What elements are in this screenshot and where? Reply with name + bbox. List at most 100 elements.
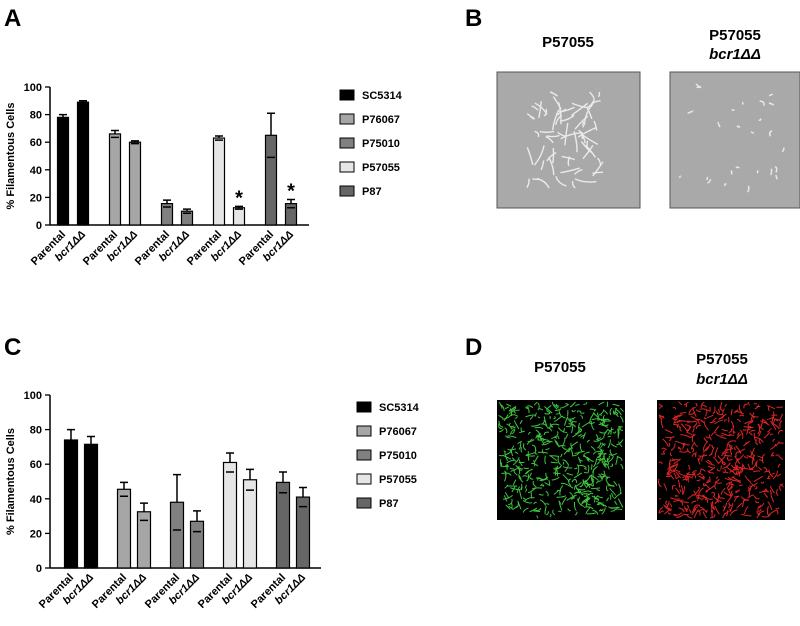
texture-stroke <box>679 412 687 414</box>
texture-stroke <box>579 499 589 506</box>
texture-stroke <box>525 488 528 493</box>
texture-stroke <box>690 415 699 421</box>
texture-stroke <box>550 461 558 464</box>
texture-stroke <box>703 416 708 420</box>
texture-stroke <box>503 495 508 502</box>
texture-stroke <box>686 504 689 511</box>
error-bar <box>173 473 181 531</box>
texture-stroke <box>616 439 624 446</box>
texture-stroke <box>706 176 709 181</box>
texture-stroke <box>592 171 604 174</box>
y-axis-label: % Filamentous Cells <box>5 103 17 210</box>
texture-stroke <box>596 157 602 166</box>
texture-stroke <box>543 431 550 436</box>
texture-stroke <box>563 447 571 455</box>
texture-stroke <box>735 489 740 492</box>
texture-stroke <box>499 404 505 411</box>
image-texture <box>498 83 785 519</box>
panel-label: D <box>465 334 482 361</box>
texture-stroke <box>770 168 773 176</box>
texture-stroke <box>549 91 558 97</box>
texture-stroke <box>740 467 744 473</box>
texture-stroke <box>750 482 756 488</box>
texture-stroke <box>580 411 585 414</box>
texture-stroke <box>540 476 549 481</box>
texture-stroke <box>499 458 502 468</box>
legend-label: P76067 <box>379 426 417 438</box>
texture-stroke <box>578 427 582 431</box>
texture-stroke <box>707 459 713 465</box>
texture-stroke <box>728 502 732 506</box>
texture-stroke <box>734 410 745 415</box>
texture-stroke <box>691 453 695 457</box>
texture-stroke <box>552 147 555 164</box>
texture-stroke <box>714 505 720 515</box>
texture-stroke <box>711 501 716 510</box>
texture-stroke <box>539 499 547 506</box>
texture-stroke <box>684 401 689 406</box>
significance-mark: * <box>287 180 295 202</box>
texture-stroke <box>526 438 533 445</box>
texture-stroke <box>582 454 589 462</box>
texture-stroke <box>546 134 560 138</box>
error-bar <box>183 208 191 215</box>
texture-stroke <box>702 440 709 451</box>
texture-stroke <box>561 445 567 450</box>
texture-stroke <box>750 450 756 457</box>
texture-stroke <box>767 427 772 433</box>
texture-stroke <box>673 458 681 465</box>
texture-stroke <box>671 484 674 490</box>
texture-stroke <box>573 501 577 511</box>
texture-stroke <box>677 479 681 488</box>
texture-stroke <box>573 472 583 479</box>
texture-stroke <box>682 442 686 447</box>
texture-stroke <box>554 415 562 423</box>
legend-label: P57055 <box>362 162 400 174</box>
bar <box>275 481 291 569</box>
legend-label: P75010 <box>379 450 417 462</box>
texture-stroke <box>738 448 746 454</box>
texture-stroke <box>739 414 745 417</box>
texture-stroke <box>777 463 781 468</box>
texture-stroke <box>526 113 534 120</box>
texture-stroke <box>675 471 682 479</box>
error-bar <box>215 135 223 141</box>
texture-stroke <box>728 508 732 512</box>
texture-stroke <box>772 470 779 480</box>
texture-stroke <box>603 418 610 422</box>
legend-swatch <box>339 161 355 173</box>
error-bar <box>246 468 254 491</box>
texture-stroke <box>504 406 510 410</box>
texture-stroke <box>573 451 580 457</box>
texture-stroke <box>609 407 613 416</box>
texture-stroke <box>574 169 583 175</box>
texture-stroke <box>759 100 765 106</box>
texture-stroke <box>721 428 728 432</box>
texture-stroke <box>555 468 559 477</box>
texture-stroke <box>514 451 519 454</box>
texture-stroke <box>722 462 731 470</box>
texture-stroke <box>675 494 679 498</box>
texture-stroke <box>758 502 765 509</box>
legend-label: P75010 <box>362 138 400 150</box>
texture-stroke <box>559 453 563 458</box>
texture-stroke <box>688 509 692 514</box>
texture-stroke <box>779 442 784 445</box>
texture-stroke <box>758 488 767 493</box>
texture-stroke <box>728 428 733 434</box>
texture-stroke <box>512 457 520 466</box>
texture-stroke <box>555 431 559 438</box>
texture-stroke <box>710 514 716 519</box>
texture-stroke <box>570 497 575 500</box>
image-title: P57055 <box>542 34 594 51</box>
error-bar <box>287 198 295 209</box>
texture-stroke <box>675 487 680 495</box>
error-bar <box>120 481 128 497</box>
bar <box>169 501 185 569</box>
texture-stroke <box>757 508 762 512</box>
texture-stroke <box>510 425 515 429</box>
texture-stroke <box>712 456 719 464</box>
texture-stroke <box>768 102 775 106</box>
texture-stroke <box>723 510 729 515</box>
texture-stroke <box>749 482 758 487</box>
